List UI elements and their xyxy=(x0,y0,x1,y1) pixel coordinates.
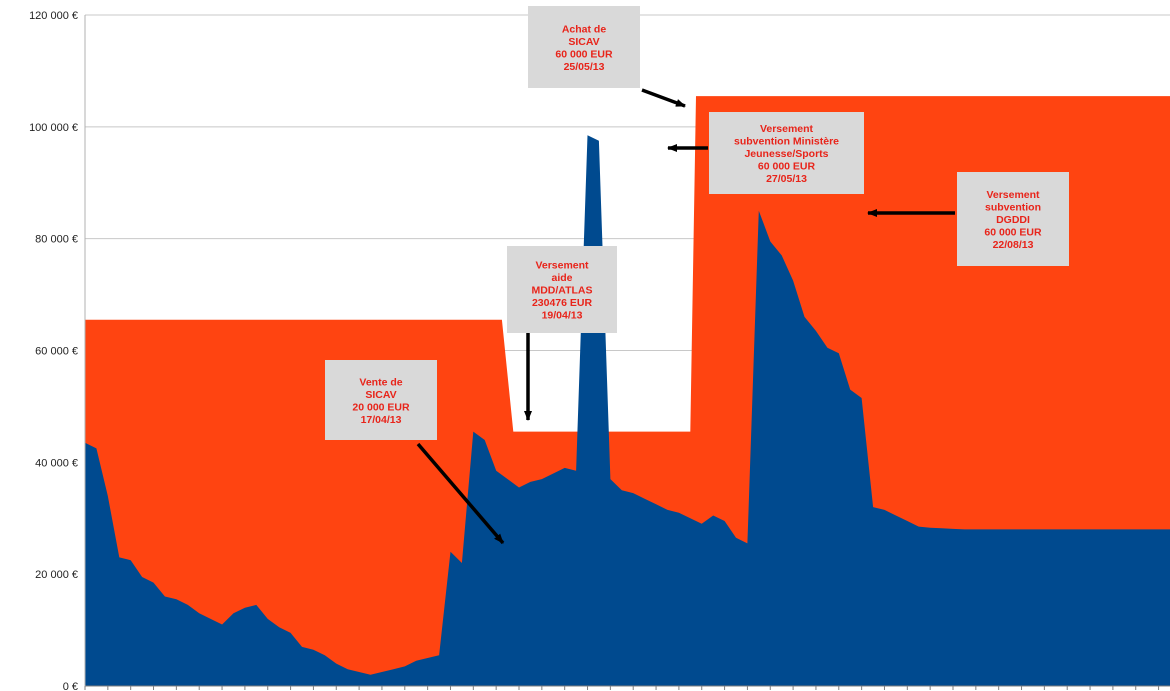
annotation-text: 27/05/13 xyxy=(766,173,807,185)
annotation-text: Versement xyxy=(535,260,589,272)
annotation-text: 25/05/13 xyxy=(564,61,605,73)
y-tick-label: 120 000 € xyxy=(29,10,78,22)
annotation-box xyxy=(325,360,437,440)
annotation-arrow xyxy=(416,442,505,545)
annotation-text: 60 000 EUR xyxy=(555,48,613,60)
annotation-box xyxy=(528,6,640,88)
y-tick-label: 100 000 € xyxy=(29,122,78,134)
y-tick-label: 0 € xyxy=(63,681,78,691)
annotation-text: DGDDI xyxy=(996,214,1030,226)
annotation-text: Versement xyxy=(986,189,1040,201)
annotation-text: SICAV xyxy=(365,389,396,401)
y-tick-label: 80 000 € xyxy=(35,234,78,246)
annotation-text: 17/04/13 xyxy=(361,414,402,426)
annotation-arrows xyxy=(416,88,955,545)
annotation-text: 60 000 EUR xyxy=(984,227,1042,239)
annotation-box xyxy=(507,246,617,333)
annotation-text: 19/04/13 xyxy=(542,310,583,322)
annotation-box xyxy=(709,112,864,194)
annotation-box xyxy=(957,172,1069,266)
annotation-text: 20 000 EUR xyxy=(352,401,410,413)
annotation-text: Jeunesse/Sports xyxy=(744,148,828,160)
annotation-text: 230476 EUR xyxy=(532,297,593,309)
y-tick-labels: 0 € 20 000 € 40 000 € 60 000 € 80 000 € 100 0… xyxy=(29,10,78,691)
annotation-text: 60 000 EUR xyxy=(758,161,816,173)
y-tick-label: 40 000 € xyxy=(35,457,78,469)
annotation-text: Versement xyxy=(760,123,814,135)
series-area-2 xyxy=(85,135,1170,686)
annotation-text: MDD/ATLAS xyxy=(531,285,592,297)
annotation-text: subvention xyxy=(985,202,1041,214)
annotation-text: 22/08/13 xyxy=(993,239,1034,251)
annotation-text: subvention Ministère xyxy=(734,136,839,148)
annotation-text: SICAV xyxy=(568,36,599,48)
annotation-text: Achat de xyxy=(562,23,607,35)
plot-area xyxy=(85,96,1170,687)
annotation-text: Vente de xyxy=(359,376,402,388)
annotation-arrow xyxy=(641,88,686,108)
annotation-text: aide xyxy=(551,272,572,284)
y-tick-label: 60 000 € xyxy=(35,346,78,358)
y-tick-label: 20 000 € xyxy=(35,569,78,581)
axes xyxy=(84,15,1170,690)
